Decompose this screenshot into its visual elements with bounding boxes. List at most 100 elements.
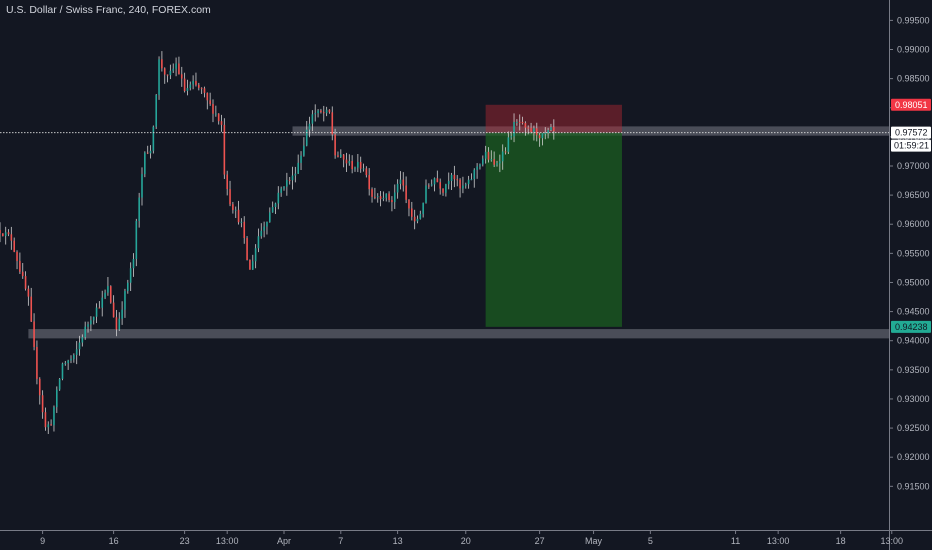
- candle: [212, 104, 214, 114]
- support-zone[interactable]: [292, 126, 889, 136]
- x-tick-label: 27: [535, 536, 545, 546]
- candle: [280, 188, 282, 193]
- support-zone[interactable]: [28, 329, 889, 339]
- candle: [547, 130, 549, 133]
- candle: [411, 208, 413, 217]
- candle: [13, 240, 15, 252]
- candle: [357, 162, 359, 168]
- candle: [416, 218, 419, 222]
- chart-title: U.S. Dollar / Swiss Franc, 240, FOREX.co…: [6, 4, 211, 16]
- candle: [311, 114, 314, 124]
- candle: [27, 288, 30, 297]
- candle: [499, 161, 501, 164]
- y-tick-label: 0.97000: [897, 161, 930, 171]
- candle: [442, 188, 444, 193]
- candle: [425, 185, 427, 203]
- candle: [138, 197, 140, 221]
- candle: [521, 121, 524, 124]
- x-tick-label: 13:00: [216, 536, 239, 546]
- candle: [467, 179, 470, 185]
- candle: [30, 296, 33, 322]
- candle: [322, 112, 325, 114]
- candle: [129, 268, 132, 283]
- candle: [354, 167, 356, 170]
- x-tick-label: 13:00: [767, 536, 790, 546]
- candle: [297, 162, 299, 174]
- candle: [493, 159, 495, 165]
- x-tick-label: 20: [461, 536, 471, 546]
- candle: [405, 185, 407, 200]
- stop-price-badge: 0.98051: [891, 98, 931, 111]
- candle: [331, 112, 334, 135]
- candle: [379, 196, 382, 200]
- y-tick-label: 0.95500: [897, 248, 930, 258]
- candle: [527, 127, 530, 129]
- candle: [195, 80, 197, 85]
- bar-timer-bg: [891, 139, 931, 152]
- candle: [482, 158, 484, 165]
- candle: [243, 221, 246, 238]
- candle: [200, 87, 203, 89]
- candle: [342, 154, 345, 160]
- candle: [490, 159, 493, 161]
- candle: [274, 203, 277, 208]
- candle: [0, 230, 1, 234]
- candle: [186, 88, 189, 91]
- candle: [104, 292, 106, 298]
- x-tick-label: 11: [731, 536, 740, 546]
- candle: [487, 151, 490, 160]
- candle: [246, 237, 248, 260]
- candle: [476, 166, 478, 170]
- candle: [206, 92, 209, 101]
- candle: [237, 209, 240, 223]
- candle: [98, 307, 101, 309]
- candle: [524, 123, 527, 128]
- candle: [107, 286, 109, 293]
- y-tick-label: 0.99500: [897, 15, 930, 25]
- candle: [456, 179, 459, 181]
- candle: [470, 179, 473, 181]
- y-tick-label: 0.91500: [897, 481, 930, 491]
- candle: [553, 127, 555, 132]
- candle: [308, 123, 311, 130]
- candle: [314, 113, 317, 115]
- y-tick-label: 0.92500: [897, 423, 930, 433]
- candle: [359, 162, 362, 169]
- candle: [61, 363, 64, 379]
- candle: [376, 196, 379, 198]
- candle: [56, 389, 58, 408]
- candle: [53, 407, 55, 426]
- candle: [391, 199, 393, 203]
- candle: [513, 121, 515, 137]
- candle: [16, 251, 18, 262]
- target-zone[interactable]: [485, 132, 622, 327]
- candle: [507, 137, 510, 152]
- candle: [325, 109, 328, 114]
- candle: [101, 297, 104, 308]
- candle: [92, 316, 95, 321]
- candle: [163, 68, 166, 75]
- candle: [36, 346, 38, 379]
- candle: [266, 221, 268, 227]
- candle: [141, 174, 143, 198]
- candle: [334, 134, 336, 156]
- candle: [374, 196, 376, 198]
- candle: [286, 179, 288, 187]
- candle: [368, 175, 370, 190]
- candle: [257, 236, 260, 249]
- candle: [453, 174, 456, 180]
- candle: [229, 189, 231, 205]
- candle: [84, 326, 86, 338]
- current-price-badge-bg: [891, 126, 931, 139]
- candle: [58, 378, 61, 390]
- x-tick-label: May: [585, 536, 603, 546]
- x-tick-label: 13:00: [880, 536, 903, 546]
- candle: [464, 184, 467, 186]
- bar-timer-text: 01:59:21: [894, 141, 929, 151]
- candle: [328, 109, 331, 113]
- candle: [198, 84, 200, 88]
- candle: [183, 78, 186, 91]
- candle: [203, 88, 206, 93]
